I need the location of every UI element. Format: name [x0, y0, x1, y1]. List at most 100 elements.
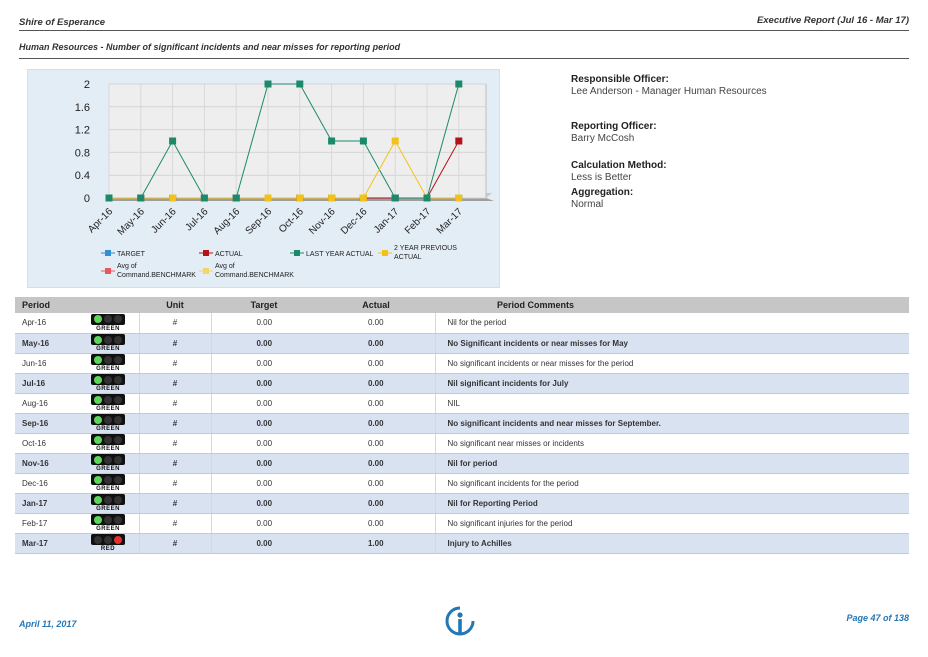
traffic-light-icon: GREEN: [91, 354, 125, 372]
legend-label: Avg of: [215, 263, 235, 270]
x-tick-label: Feb-17: [403, 206, 433, 236]
comment-cell: No Significant incidents or near misses …: [434, 333, 909, 354]
x-tick-label: Jan-17: [372, 206, 402, 236]
col-actual: Actual: [317, 297, 435, 313]
x-tick-label: Apr-16: [86, 206, 115, 235]
legend-label: ACTUAL: [394, 254, 422, 261]
aggregation-label: Aggregation:: [571, 187, 634, 198]
legend-label: ACTUAL: [215, 251, 243, 258]
legend-marker: [105, 250, 111, 256]
x-tick-label: Aug-16: [212, 206, 243, 237]
table-row: Jun-16 GREEN #0.00 0.00 No significant incid…: [15, 353, 909, 374]
actual-cell: 0.00: [317, 513, 435, 534]
status-cell: GREEN: [77, 373, 140, 394]
unit-cell: #: [139, 393, 212, 414]
aggregation-value: Normal: [571, 199, 604, 210]
traffic-light-icon: GREEN: [91, 313, 125, 332]
unit-cell: #: [139, 453, 212, 474]
comment-cell: No significant injuries for the period: [434, 513, 909, 534]
table-row: Jan-17 GREEN #0.00 0.00 Nil for Reporting Pe…: [15, 493, 909, 514]
status-text: GREEN: [96, 506, 120, 512]
legend-label: Command.BENCHMARK: [215, 272, 294, 279]
period-cell: Oct-16: [15, 433, 77, 454]
status-text: GREEN: [96, 426, 120, 432]
status-text: GREEN: [96, 346, 120, 352]
period-cell: May-16: [15, 333, 77, 354]
data-point: [328, 137, 336, 145]
data-point: [105, 194, 113, 202]
series-line-3: [109, 139, 459, 199]
data-point: [296, 194, 304, 202]
table-row: Sep-16 GREEN #0.00 0.00 No significant incid…: [15, 413, 909, 434]
traffic-light-icon: GREEN: [91, 394, 125, 412]
header-divider: [19, 30, 909, 31]
traffic-light-icon: GREEN: [91, 494, 125, 512]
legend-label: LAST YEAR ACTUAL: [306, 251, 374, 258]
col-unit: Unit: [139, 297, 211, 313]
status-text: GREEN: [96, 466, 120, 472]
actual-cell: 1.00: [317, 533, 435, 554]
status-text: GREEN: [96, 325, 120, 332]
x-tick-label: Sep-16: [244, 206, 275, 237]
line-chart: 0 0.4 0.8 1.2 1.6 2 Apr-16 May-16 Jun-16 Jul-16 Au…: [75, 79, 494, 279]
legend-marker: [105, 268, 111, 274]
col-status: [77, 297, 139, 313]
col-target: Target: [211, 297, 317, 313]
y-tick-label: 2: [84, 79, 90, 91]
period-cell: Apr-16: [15, 313, 77, 334]
status-text: GREEN: [96, 366, 120, 372]
y-tick-label: 0: [84, 193, 90, 205]
data-point: [264, 194, 272, 202]
report-title: Executive Report (Jul 16 - Mar 17): [756, 15, 909, 26]
period-cell: Nov-16: [15, 453, 77, 474]
status-cell: GREEN: [77, 353, 140, 374]
x-tick-label: Dec-16: [339, 206, 370, 237]
target-cell: 0.00: [211, 333, 317, 354]
period-cell: Aug-16: [15, 393, 77, 414]
reporting-officer-value: Barry McCosh: [571, 133, 635, 144]
unit-cell: #: [139, 333, 212, 354]
period-cell: Jun-16: [15, 353, 77, 374]
period-cell: Feb-17: [15, 513, 77, 534]
target-cell: 0.00: [211, 533, 317, 554]
comment-cell: No significant incidents for the period: [434, 473, 909, 494]
table-row: Dec-16 GREEN #0.00 0.00 No significant incid…: [15, 473, 909, 494]
target-cell: 0.00: [211, 473, 317, 494]
x-tick-label: Mar-17: [435, 206, 465, 236]
data-point: [423, 194, 431, 202]
table-row: Nov-16 GREEN #0.00 0.00 Nil for period: [15, 453, 909, 474]
actual-cell: 0.00: [317, 453, 435, 474]
reporting-officer-label: Reporting Officer:: [571, 121, 657, 132]
data-point: [455, 137, 463, 145]
table-row: Apr-16 GREEN #0.00 0.00 Nil for the period: [15, 313, 909, 334]
footer-date: April 11, 2017: [19, 619, 77, 629]
table-row: May-16 GREEN #0.00 0.00 No Significant incid…: [15, 333, 909, 354]
status-cell: GREEN: [77, 393, 140, 414]
period-cell: Mar-17: [15, 533, 77, 554]
status-cell: GREEN: [77, 493, 140, 514]
y-tick-label: 0.8: [75, 147, 90, 159]
target-cell: 0.00: [211, 493, 317, 514]
data-point: [264, 80, 272, 88]
actual-cell: 0.00: [317, 373, 435, 394]
page-header: Shire of Esperance Executive Report (Jul…: [19, 15, 909, 31]
x-tick-label: Oct-16: [277, 206, 306, 235]
period-cell: Jan-17: [15, 493, 77, 514]
comment-cell: Nil for period: [434, 453, 909, 474]
unit-cell: #: [139, 493, 212, 514]
target-cell: 0.00: [211, 353, 317, 374]
target-cell: 0.00: [211, 413, 317, 434]
data-point: [169, 137, 177, 145]
kpi-title: Human Resources - Number of significant …: [19, 42, 401, 52]
actual-cell: 0.00: [317, 413, 435, 434]
period-table: Period Unit Target Actual Period Comment…: [15, 297, 909, 554]
x-tick-label: Jul-16: [183, 206, 210, 233]
status-text: GREEN: [96, 446, 120, 452]
calculation-method-label: Calculation Method:: [571, 160, 667, 171]
x-tick-label: Nov-16: [307, 206, 338, 237]
comment-cell: No significant incidents or near misses …: [434, 353, 909, 374]
target-cell: 0.00: [211, 453, 317, 474]
data-point: [200, 194, 208, 202]
unit-cell: #: [139, 373, 212, 394]
subtitle-divider: [19, 58, 909, 59]
